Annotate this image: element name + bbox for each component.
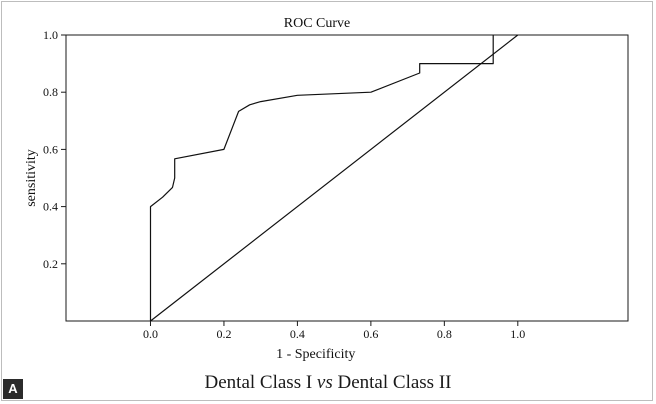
y-axis-label: sensitivity <box>24 149 39 207</box>
x-tick-label: 0.6 <box>363 327 378 341</box>
x-tick-label: 0.4 <box>290 327 305 341</box>
y-tick-label: 0.4 <box>43 200 58 214</box>
y-tick-label: 0.2 <box>43 257 58 271</box>
caption-group-1: Dental Class I <box>204 372 313 393</box>
caption-vs: vs <box>316 372 333 393</box>
x-tick-label: 0.8 <box>437 327 452 341</box>
y-tick-label: 0.6 <box>43 142 58 156</box>
y-tick-label: 1.0 <box>43 28 58 42</box>
reference-diagonal-line <box>150 34 519 322</box>
series-group <box>149 34 519 322</box>
y-axis: 0.2 0.4 0.6 0.8 1.0 <box>43 28 66 271</box>
figure-caption: Dental Class I vs Dental Class II <box>0 372 656 394</box>
panel-label-badge: A <box>3 379 23 399</box>
x-axis: 0.0 0.2 0.4 0.6 0.8 1.0 <box>143 321 525 341</box>
plot-area <box>65 34 629 322</box>
x-axis-label: 1 - Specificity <box>276 347 355 362</box>
roc-curve-line <box>149 35 494 321</box>
y-tick-label: 0.8 <box>43 85 58 99</box>
x-tick-label: 0.0 <box>143 327 158 341</box>
caption-group-2: Dental Class II <box>337 372 452 393</box>
x-tick-label: 1.0 <box>510 327 525 341</box>
chart-title: ROC Curve <box>284 16 351 31</box>
x-tick-label: 0.2 <box>216 327 231 341</box>
